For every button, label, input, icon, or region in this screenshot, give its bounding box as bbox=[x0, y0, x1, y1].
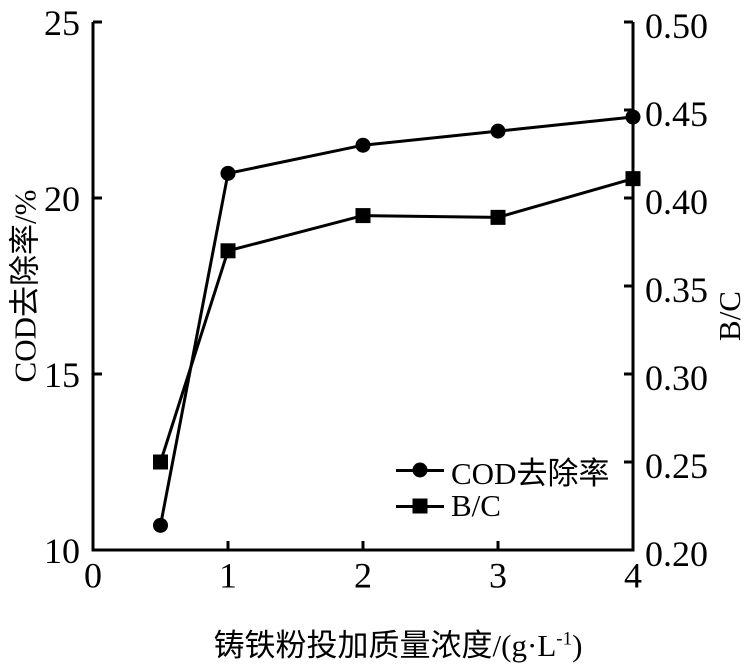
legend-label-cod: COD去除率 bbox=[451, 455, 610, 491]
series-1-marker-square bbox=[625, 171, 641, 187]
x-axis-tick-label: 0 bbox=[84, 556, 102, 596]
legend-item-cod: COD去除率 bbox=[396, 452, 609, 491]
series-0-marker-circle bbox=[153, 517, 168, 533]
right-axis-tick-label: 0.30 bbox=[645, 358, 708, 398]
x-axis-title: 铸铁粉投加质量浓度/(g·L-1) bbox=[40, 620, 756, 665]
series-0-marker-circle bbox=[355, 137, 371, 153]
x-axis-title-superscript: -1 bbox=[556, 628, 573, 650]
x-axis-tick-label: 3 bbox=[489, 556, 507, 596]
legend: COD去除率 B/C bbox=[396, 452, 609, 524]
right-axis-tick-label: 0.20 bbox=[645, 534, 708, 574]
left-axis-tick-label: 25 bbox=[44, 3, 80, 43]
series-1-marker-square bbox=[153, 454, 168, 470]
left-axis-title-text: COD去除率/% bbox=[7, 189, 43, 383]
right-axis-title-text: B/C bbox=[712, 291, 747, 341]
series-0-marker-circle bbox=[490, 123, 506, 139]
x-axis-tick-label: 4 bbox=[624, 556, 642, 596]
left-axis-tick-label: 20 bbox=[44, 179, 80, 219]
right-axis-tick-label: 0.25 bbox=[645, 446, 708, 486]
right-axis-tick-label: 0.50 bbox=[645, 6, 708, 46]
x-axis-tick-label: 1 bbox=[219, 556, 237, 596]
left-axis-tick-label: 10 bbox=[44, 531, 80, 571]
legend-square-marker-icon bbox=[396, 498, 444, 515]
series-0-marker-circle bbox=[220, 165, 236, 181]
legend-circle-marker-icon bbox=[396, 462, 444, 479]
x-axis-tick-label: 2 bbox=[354, 556, 372, 596]
series-1-marker-square bbox=[355, 208, 371, 224]
right-axis-tick-label: 0.35 bbox=[645, 270, 708, 310]
series-0-marker-circle bbox=[625, 109, 641, 125]
legend-label-bc: B/C bbox=[451, 488, 501, 523]
right-axis-tick-label: 0.40 bbox=[645, 182, 708, 222]
x-axis-title-prefix: 铸铁粉投加质量浓度/(g·L bbox=[213, 628, 557, 663]
series-1-line bbox=[159, 177, 634, 463]
left-axis-tick-label: 15 bbox=[44, 355, 80, 395]
series-1-marker-square bbox=[220, 243, 236, 259]
series-1-marker-square bbox=[490, 209, 506, 225]
right-axis-tick-label: 0.45 bbox=[645, 94, 708, 134]
legend-item-bc: B/C bbox=[396, 488, 609, 524]
x-axis-title-suffix: ) bbox=[572, 628, 583, 663]
